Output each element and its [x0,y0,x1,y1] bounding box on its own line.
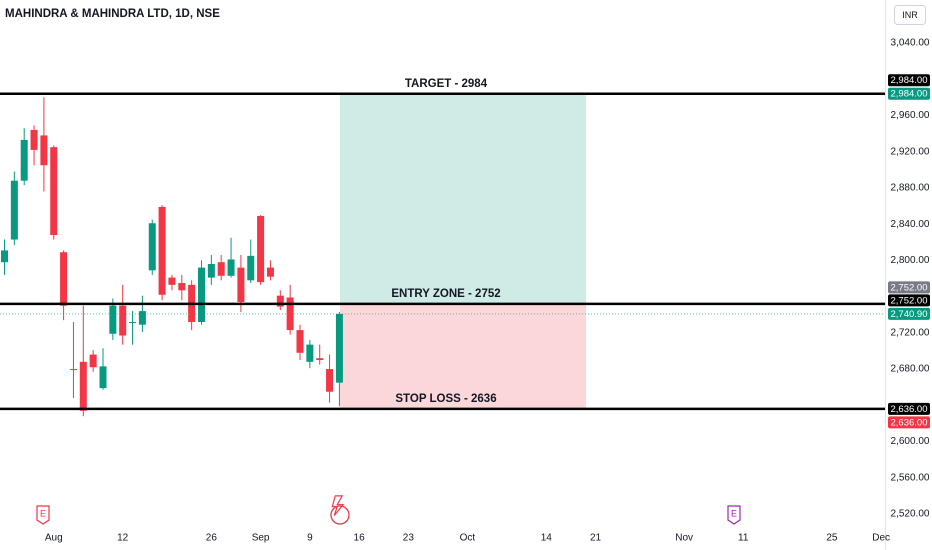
y-tick-label: 2,920.00 [891,146,930,157]
candle-body [148,223,156,271]
x-tick-label: Nov [675,533,693,544]
candle-body [30,129,38,150]
price-label: 2,636.00 [891,404,928,415]
candle-body [119,305,127,336]
y-tick-label: 2,880.00 [891,183,930,194]
earnings-label[interactable]: E [40,508,46,518]
currency-label[interactable]: INR [902,10,918,20]
loss-zone [340,303,586,409]
price-label-box [888,402,930,415]
event-markers [330,495,350,525]
x-tick-label: 11 [738,533,749,544]
y-tick-label: 2,960.00 [891,110,930,121]
y-tick-label: 2,720.00 [891,327,930,338]
candle-body [79,361,87,411]
candle-body [276,295,284,307]
candle-body [217,262,225,276]
x-tick-label: 25 [826,533,838,544]
y-tick-label: 3,040.00 [891,38,930,49]
x-tick-label: Dec [872,533,890,544]
currency-button[interactable] [894,5,926,25]
candle-body [266,267,274,277]
candle-body [50,147,58,236]
x-tick-label: Sep [252,533,270,544]
candle-body [99,366,107,389]
candle-body [286,297,294,331]
candle-body [326,369,334,392]
candle-body [109,305,117,334]
split-icon-ring[interactable] [330,505,350,525]
candle-body [89,354,97,368]
y-tick-label: 2,600.00 [891,436,930,447]
y-tick-label: 2,840.00 [891,219,930,230]
y-tick-label: 2,560.00 [891,472,930,483]
price-label-box [888,294,930,307]
price-label-box [888,74,930,87]
candle-body [10,180,18,240]
x-tick-label: Aug [45,533,63,544]
earnings-label[interactable]: E [731,508,737,518]
candle-body [1,250,8,263]
candle-body [306,344,314,362]
x-tick-label: 12 [117,533,129,544]
candle-body [158,206,166,295]
candle-body [296,330,304,353]
candle-body [20,139,28,181]
price-label-box [888,416,930,429]
price-label: 2,740.90 [891,309,928,320]
candle-body [138,311,146,325]
candle-body [40,135,48,166]
y-tick-label: 2,680.00 [891,364,930,375]
price-label-box [888,307,930,320]
x-tick-label: 23 [403,533,415,544]
level-label: STOP LOSS - 2636 [395,393,496,405]
earnings-icon[interactable] [36,505,50,525]
price-label: 2,752.00 [891,295,928,306]
y-tick-label: 2,520.00 [891,509,930,520]
candle-body [69,369,77,371]
candle-body [237,267,245,303]
candle-body [247,255,255,281]
x-tick-label: 9 [307,533,313,544]
candle-body [335,313,343,383]
candle-body [316,358,324,361]
profit-zone [340,93,586,304]
candle-body [129,321,137,323]
candle-body [207,264,215,278]
candle-body [227,259,235,276]
candle-body [168,277,176,285]
candle-body [198,267,205,322]
dividend-icon[interactable] [331,495,345,516]
x-tick-label: 16 [354,533,366,544]
price-label: 2,984.00 [891,75,928,86]
level-label: TARGET - 2984 [405,78,488,90]
price-label-box [888,87,930,100]
x-tick-label: Oct [460,533,476,544]
x-tick-label: 21 [590,533,602,544]
candle-body [257,216,265,283]
price-label: 2,752.00 [891,282,928,293]
candle-body [60,252,68,306]
y-tick-label: 2,800.00 [891,255,930,266]
price-label-box [888,281,930,294]
x-tick-label: 14 [541,533,553,544]
price-label: 2,984.00 [891,89,928,100]
candle-body [178,283,186,291]
earnings-icon[interactable] [727,505,741,525]
x-tick-label: 26 [206,533,218,544]
chart-title: MAHINDRA & MAHINDRA LTD, 1D, NSE [5,8,220,20]
price-label: 2,636.00 [891,417,928,428]
level-label: ENTRY ZONE - 2752 [391,288,500,300]
